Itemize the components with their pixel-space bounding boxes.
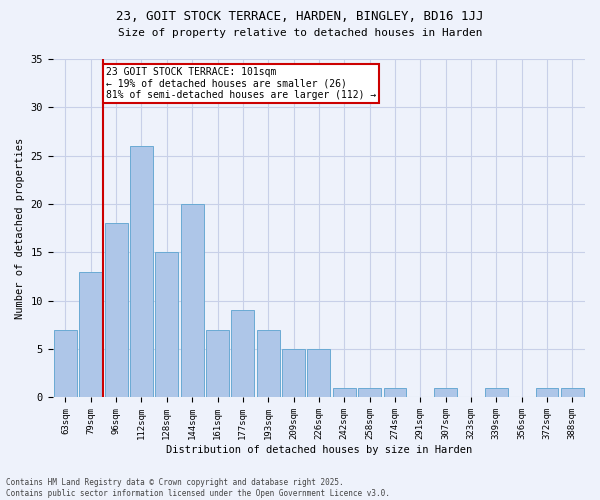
Bar xyxy=(181,204,203,398)
Bar xyxy=(333,388,356,398)
Bar xyxy=(282,349,305,398)
Bar xyxy=(307,349,330,398)
Bar xyxy=(54,330,77,398)
Bar xyxy=(79,272,102,398)
X-axis label: Distribution of detached houses by size in Harden: Distribution of detached houses by size … xyxy=(166,445,472,455)
Text: Contains HM Land Registry data © Crown copyright and database right 2025.
Contai: Contains HM Land Registry data © Crown c… xyxy=(6,478,390,498)
Bar xyxy=(232,310,254,398)
Bar xyxy=(485,388,508,398)
Text: 23, GOIT STOCK TERRACE, HARDEN, BINGLEY, BD16 1JJ: 23, GOIT STOCK TERRACE, HARDEN, BINGLEY,… xyxy=(116,10,484,23)
Bar xyxy=(105,224,128,398)
Bar xyxy=(130,146,153,398)
Y-axis label: Number of detached properties: Number of detached properties xyxy=(15,138,25,319)
Bar xyxy=(358,388,381,398)
Bar xyxy=(434,388,457,398)
Bar xyxy=(206,330,229,398)
Bar xyxy=(536,388,559,398)
Text: 23 GOIT STOCK TERRACE: 101sqm
← 19% of detached houses are smaller (26)
81% of s: 23 GOIT STOCK TERRACE: 101sqm ← 19% of d… xyxy=(106,66,376,100)
Bar xyxy=(155,252,178,398)
Bar xyxy=(383,388,406,398)
Text: Size of property relative to detached houses in Harden: Size of property relative to detached ho… xyxy=(118,28,482,38)
Bar xyxy=(561,388,584,398)
Bar xyxy=(257,330,280,398)
